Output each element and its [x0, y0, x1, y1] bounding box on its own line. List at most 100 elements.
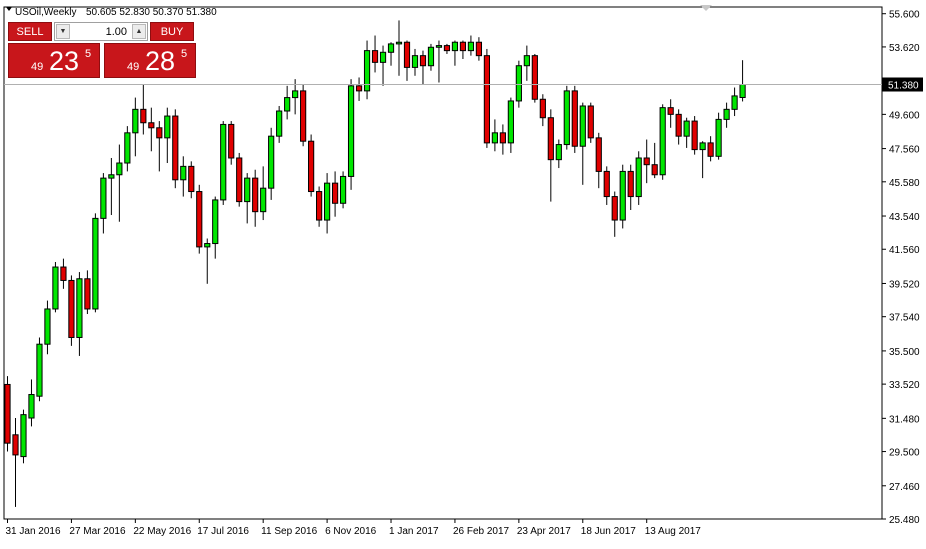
candle-body [148, 122, 155, 129]
candle [124, 126, 131, 172]
candle-body [507, 100, 514, 144]
candle-body [300, 90, 307, 142]
candle-body [715, 118, 722, 157]
candle-body [339, 175, 347, 204]
x-tick-label: 18 Jun 2017 [581, 526, 636, 537]
candle-body [451, 41, 459, 52]
sell-price-button[interactable]: 49 23 5 [8, 43, 100, 78]
candle-body [116, 162, 123, 176]
candle [347, 79, 355, 190]
candle [363, 40, 371, 100]
candle [4, 376, 11, 452]
candle-body [212, 199, 219, 245]
lot-size-control: ▼ ▲ [54, 22, 148, 41]
symbol-triangle-icon [6, 7, 12, 11]
y-tick-label: 31.480 [889, 414, 920, 425]
x-tick-label: 27 Mar 2016 [69, 526, 126, 537]
candle-body [196, 191, 203, 248]
candle-body [555, 144, 562, 161]
candle [212, 196, 219, 259]
candle [244, 173, 251, 224]
candle-body [44, 308, 51, 345]
candle-body [419, 55, 427, 67]
candle [627, 164, 634, 210]
candle [331, 171, 339, 217]
candle-body [276, 110, 283, 137]
candle-body [707, 142, 714, 157]
candle [699, 141, 706, 179]
x-tick-label: 6 Nov 2016 [325, 526, 377, 537]
candle [20, 409, 27, 464]
candle [12, 418, 19, 507]
candle-body [723, 108, 730, 120]
candle [475, 37, 483, 61]
candle [284, 85, 291, 120]
candle-body [483, 55, 490, 144]
buy-price-button[interactable]: 49 28 5 [104, 43, 196, 78]
candle-body [92, 217, 99, 310]
sell-button[interactable]: SELL [8, 22, 52, 41]
candle [715, 112, 722, 160]
candle-body [331, 182, 339, 204]
candle-body [172, 115, 179, 181]
candle [196, 184, 203, 254]
candle [116, 144, 123, 222]
candle-body [403, 41, 411, 68]
candle-body [324, 182, 331, 221]
candle-body [140, 108, 147, 124]
candle [547, 109, 554, 202]
candle [108, 157, 115, 216]
candle-body [220, 123, 227, 201]
candle-body [68, 279, 75, 338]
candle [100, 173, 107, 234]
symbol-label: USOil,Weekly [15, 7, 77, 18]
candle-body [619, 170, 626, 221]
candle-body [443, 45, 451, 52]
current-price-tag [882, 77, 923, 92]
candle-body [523, 55, 530, 67]
candle-body [691, 120, 698, 151]
buy-button[interactable]: BUY [150, 22, 194, 41]
candle-body [292, 90, 299, 99]
candle [427, 43, 435, 71]
candle [419, 50, 427, 85]
candle-body [683, 120, 690, 137]
candle-body [515, 65, 522, 102]
y-tick-label: 53.620 [889, 43, 920, 54]
candle-body [236, 157, 243, 203]
candle [60, 258, 67, 289]
y-tick-label: 33.520 [889, 380, 920, 391]
candle [587, 102, 594, 143]
candle-body [675, 113, 682, 137]
candle [643, 139, 650, 184]
candle-body [60, 266, 67, 281]
candle [451, 40, 459, 66]
candle-body [595, 137, 602, 172]
candle [675, 109, 682, 145]
candle-body [76, 278, 83, 338]
triangle-up-icon: ▲ [135, 28, 143, 35]
candle-body [164, 115, 171, 139]
x-tick-label: 22 May 2016 [133, 526, 191, 537]
candle [36, 337, 43, 402]
candle-body [427, 46, 435, 67]
candle [499, 124, 506, 155]
candle [140, 84, 147, 135]
candle-body [379, 51, 387, 63]
lot-increase-button[interactable]: ▲ [132, 24, 146, 39]
candle-body [252, 177, 259, 213]
candle-body [28, 394, 35, 419]
candle-body [539, 98, 546, 119]
candle [723, 102, 730, 128]
lot-size-input[interactable] [73, 24, 129, 39]
chart-shift-icon[interactable] [700, 5, 712, 11]
candle [739, 60, 746, 102]
candle-body [371, 50, 379, 63]
candle [635, 151, 642, 205]
candle [563, 85, 570, 150]
lot-decrease-button[interactable]: ▼ [56, 24, 70, 39]
candle-body [563, 90, 570, 146]
candle-body [579, 105, 586, 147]
